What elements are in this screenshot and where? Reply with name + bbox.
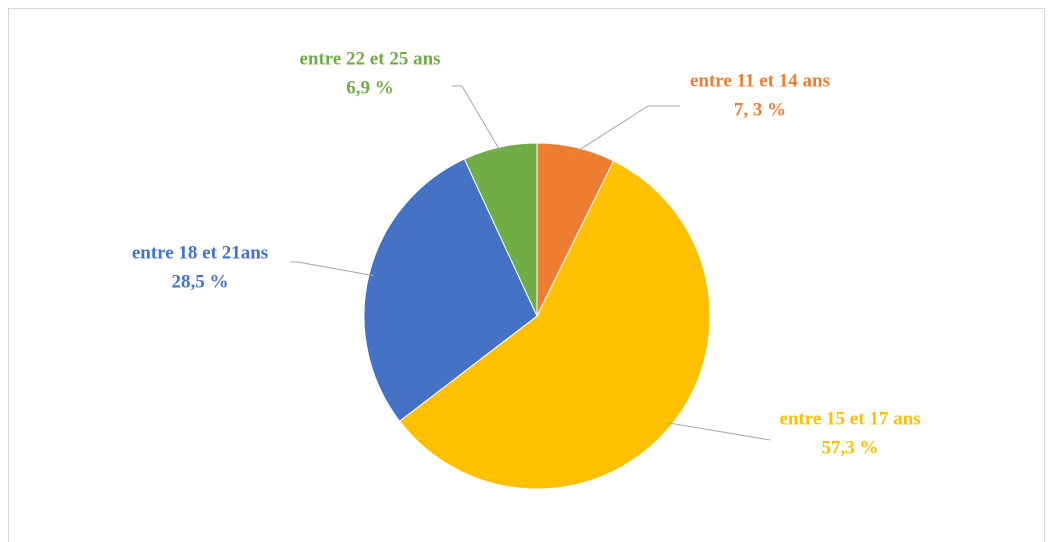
slice-value-label: 57,3 % bbox=[822, 437, 879, 458]
leader-line bbox=[574, 105, 680, 154]
pie-slice bbox=[398, 160, 711, 490]
pie-slice bbox=[463, 142, 538, 317]
leader-line bbox=[666, 422, 771, 441]
slice-value-label: 28,5 % bbox=[172, 271, 229, 292]
leader-line bbox=[452, 85, 502, 153]
slice-label: entre 11 et 14 ans bbox=[690, 70, 830, 91]
leader-line bbox=[290, 261, 375, 277]
slice-label: entre 18 et 21ans bbox=[132, 242, 268, 263]
slice-value-label: 7, 3 % bbox=[734, 99, 786, 120]
chart-border bbox=[8, 8, 1045, 542]
slice-label: entre 22 et 25 ans bbox=[299, 48, 440, 69]
slice-value-label: 6,9 % bbox=[346, 77, 394, 98]
slice-label: entre 15 et 17 ans bbox=[779, 408, 920, 429]
